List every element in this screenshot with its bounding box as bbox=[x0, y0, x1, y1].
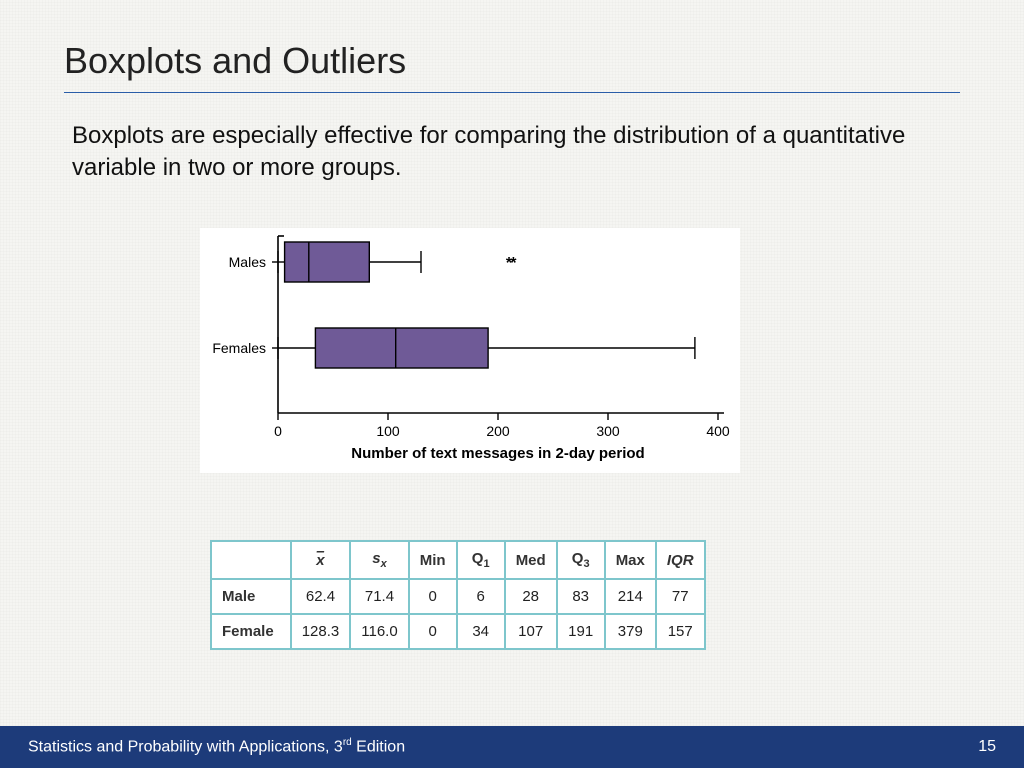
svg-text:400: 400 bbox=[706, 423, 730, 439]
table-cell: 191 bbox=[557, 614, 605, 649]
table-col-header: Q1 bbox=[457, 541, 505, 579]
footer-book-text: Statistics and Probability with Applicat… bbox=[28, 739, 343, 756]
table-cell: 83 bbox=[557, 579, 605, 614]
svg-text:0: 0 bbox=[274, 423, 282, 439]
table-col-header: Max bbox=[605, 541, 656, 579]
summary-stats-table: –xsxMinQ1MedQ3MaxIQR Male62.471.40628832… bbox=[210, 540, 706, 650]
svg-text:300: 300 bbox=[596, 423, 620, 439]
table-col-header: Med bbox=[505, 541, 557, 579]
footer-book-title: Statistics and Probability with Applicat… bbox=[28, 737, 405, 756]
table-cell: 379 bbox=[605, 614, 656, 649]
table-cell: 34 bbox=[457, 614, 505, 649]
table-cell: 28 bbox=[505, 579, 557, 614]
table-col-header: sx bbox=[350, 541, 408, 579]
footer-edition-tail: Edition bbox=[352, 739, 405, 756]
svg-text:Number of text messages in 2-d: Number of text messages in 2-day period bbox=[351, 445, 644, 462]
table-cell: 71.4 bbox=[350, 579, 408, 614]
table-col-header: Min bbox=[409, 541, 457, 579]
table-cell: 77 bbox=[656, 579, 705, 614]
table-cell: 157 bbox=[656, 614, 705, 649]
svg-text:100: 100 bbox=[376, 423, 400, 439]
table-col-header: –x bbox=[291, 541, 351, 579]
table-cell: 62.4 bbox=[291, 579, 351, 614]
table-cell: 128.3 bbox=[291, 614, 351, 649]
table-cell: 107 bbox=[505, 614, 557, 649]
footer-edition-ordinal: rd bbox=[343, 737, 352, 748]
table-cell: 6 bbox=[457, 579, 505, 614]
table-cell: 0 bbox=[409, 614, 457, 649]
table-row: Female128.3116.0034107191379157 bbox=[211, 614, 705, 649]
table-row: Male62.471.406288321477 bbox=[211, 579, 705, 614]
footer-page-number: 15 bbox=[978, 738, 996, 756]
table-row-header: Female bbox=[211, 614, 291, 649]
table-row-header: Male bbox=[211, 579, 291, 614]
svg-text:200: 200 bbox=[486, 423, 510, 439]
svg-text:Males: Males bbox=[229, 254, 266, 270]
table-corner-cell bbox=[211, 541, 291, 579]
boxplot-chart: ** 0100200300400Number of text messages … bbox=[200, 228, 740, 473]
boxplot-svg: ** 0100200300400Number of text messages … bbox=[200, 228, 740, 473]
svg-text:*: * bbox=[510, 255, 517, 272]
slide-footer: Statistics and Probability with Applicat… bbox=[0, 726, 1024, 768]
table-cell: 214 bbox=[605, 579, 656, 614]
table-col-header: IQR bbox=[656, 541, 705, 579]
svg-text:Females: Females bbox=[212, 340, 266, 356]
table-cell: 116.0 bbox=[350, 614, 408, 649]
table-cell: 0 bbox=[409, 579, 457, 614]
slide-body-text: Boxplots are especially effective for co… bbox=[72, 120, 944, 185]
slide-title: Boxplots and Outliers bbox=[64, 40, 960, 93]
table-col-header: Q3 bbox=[557, 541, 605, 579]
slide: Boxplots and Outliers Boxplots are espec… bbox=[0, 0, 1024, 768]
